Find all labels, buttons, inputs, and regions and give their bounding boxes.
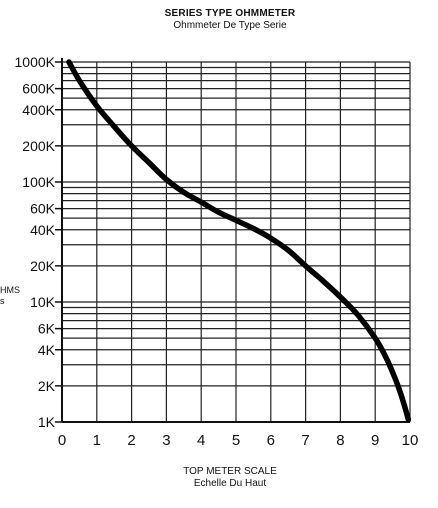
y-caption-line2: s	[0, 296, 5, 306]
y-tick-label: 400K	[22, 102, 55, 118]
x-tick-label: 3	[162, 432, 170, 449]
y-tick-label: 100K	[22, 174, 55, 190]
x-tick-label: 6	[267, 432, 275, 449]
x-tick-label: 10	[402, 432, 419, 449]
resistance-curve	[66, 59, 412, 423]
chart-axes	[55, 58, 410, 423]
x-tick-label: 5	[232, 432, 240, 449]
y-tick-label: 1000K	[15, 54, 56, 70]
x-axis-caption-block: TOP METER SCALE Echelle Du Haut	[120, 466, 340, 490]
x-tick-label: 8	[336, 432, 344, 449]
x-tick-label: 2	[127, 432, 135, 449]
chart-title: SERIES TYPE OHMMETER	[164, 8, 296, 19]
x-axis-label: TOP METER SCALE	[183, 466, 277, 477]
x-tick-label: 0	[58, 432, 66, 449]
chart-series	[66, 59, 412, 423]
y-caption-line1: HMS	[0, 285, 20, 295]
x-tick-label: 7	[301, 432, 309, 449]
y-tick-label: 2K	[38, 378, 56, 394]
y-tick-label: 10K	[30, 294, 56, 310]
x-tick-label: 4	[197, 432, 205, 449]
chart-subtitle: Ohmmeter De Type Serie	[173, 20, 287, 31]
y-tick-label: 1K	[38, 414, 56, 430]
y-tick-label: 20K	[30, 258, 56, 274]
y-tick-label: 40K	[30, 222, 56, 238]
y-tick-label: 4K	[38, 342, 56, 358]
x-tick-labels: 0 1 2 3 4 5 6 7 8 9 10	[58, 432, 419, 449]
y-axis-caption: HMS s	[0, 285, 20, 307]
y-tick-label: 600K	[22, 81, 55, 97]
chart-grid	[61, 61, 411, 423]
y-tick-label: 60K	[30, 201, 56, 217]
y-tick-label: 6K	[38, 321, 56, 337]
x-tick-label: 9	[371, 432, 379, 449]
y-tick-labels: 1K 2K 4K 6K 10K 20K 40K 60K 100K 200K 400K 600K 1000…	[15, 54, 56, 430]
x-tick-label: 1	[93, 432, 101, 449]
y-tick-label: 200K	[22, 138, 55, 154]
chart-title-block: SERIES TYPE OHMMETER Ohmmeter De Type Se…	[120, 8, 340, 32]
x-axis-sublabel: Echelle Du Haut	[193, 478, 267, 489]
